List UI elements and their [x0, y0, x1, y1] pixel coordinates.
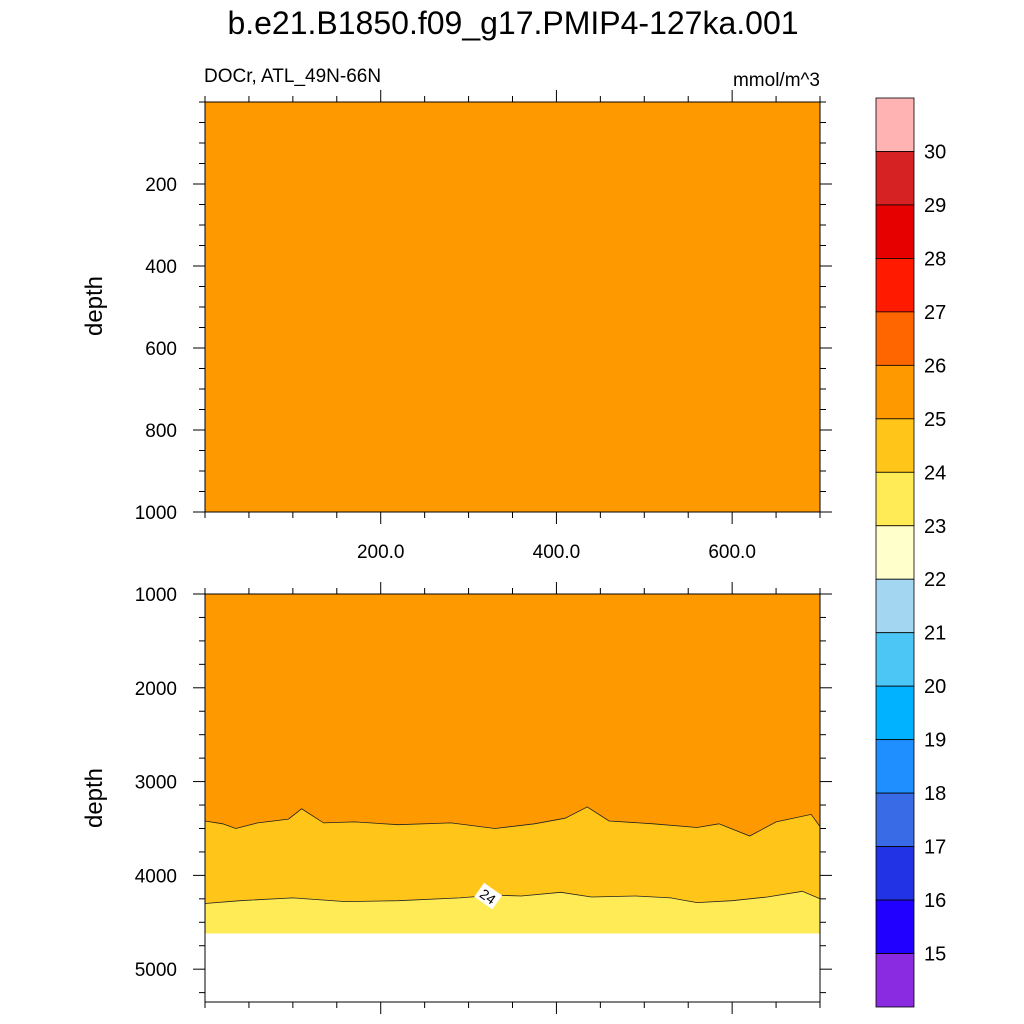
colorbar-swatch [875, 953, 915, 1008]
y-tick-label: 1000 [135, 503, 177, 524]
y-tick-label: 3000 [135, 773, 177, 794]
colorbar-swatch [875, 846, 915, 901]
colorbar-tick-label: 30 [924, 141, 946, 163]
contour-line-25 [204, 806, 821, 837]
colorbar-swatch [875, 311, 915, 366]
colorbar-swatch [875, 578, 915, 634]
colorbar-tick-label: 20 [924, 676, 946, 698]
contour-line-24 [204, 890, 821, 904]
colorbar-swatch [875, 792, 915, 847]
fill-band-25-26 [205, 594, 820, 836]
x-tick-label: 600.0 [708, 542, 756, 563]
colorbar: 30 29 28 27 26 25 24 23 22 21 20 19 18 17 16 15 [875, 97, 946, 1008]
y-tick-label: 600 [145, 339, 177, 360]
colorbar-swatch [875, 204, 915, 259]
y-axis-label: depth [81, 768, 108, 828]
x-tick-label: 400.0 [533, 542, 581, 563]
colorbar-swatch [875, 739, 915, 794]
deep-ocean-panel: 24 1000 2000 3000 4000 5000 depth [81, 582, 832, 1014]
fill-band-25-26 [205, 102, 820, 512]
colorbar-swatch [875, 632, 915, 687]
colorbar-tick-label: 28 [924, 248, 946, 270]
colorbar-tick-label: 26 [924, 355, 946, 377]
colorbar-tick-label: 18 [924, 783, 946, 805]
left-subtitle: DOCr, ATL_49N-66N [204, 66, 381, 87]
figure-title: b.e21.B1850.f09_g17.PMIP4-127ka.001 [227, 5, 798, 41]
colorbar-tick-label: 22 [924, 569, 946, 591]
colorbar-tick-label: 19 [924, 730, 946, 752]
y-tick-label: 200 [145, 175, 177, 196]
y-tick-label: 4000 [135, 866, 177, 887]
colorbar-tick-label: 17 [924, 837, 946, 859]
colorbar-tick-label: 27 [924, 302, 946, 324]
colorbar-tick-label: 25 [924, 409, 946, 431]
colorbar-swatch [875, 258, 915, 313]
colorbar-swatch [875, 899, 915, 954]
colorbar-swatch [875, 685, 915, 741]
y-tick-label: 1000 [135, 585, 177, 606]
x-tick-label: 200.0 [357, 542, 405, 563]
colorbar-swatch [875, 151, 915, 206]
colorbar-tick-label: 24 [924, 462, 946, 484]
colorbar-swatch [875, 525, 915, 580]
contour-label-box [474, 882, 503, 910]
upper-ocean-panel: 200 400 600 800 1000 200.0 400.0 600.0 depth [81, 90, 832, 563]
colorbar-swatch [875, 364, 915, 420]
colorbar-swatch [875, 418, 915, 473]
y-tick-label: 400 [145, 257, 177, 278]
y-tick-label: 800 [145, 421, 177, 442]
colorbar-tick-label: 23 [924, 516, 946, 538]
colorbar-swatch [875, 97, 915, 152]
no-data-region [205, 933, 820, 1002]
y-axis-label: depth [81, 276, 108, 336]
units-label: mmol/m^3 [733, 70, 820, 91]
colorbar-swatch [875, 471, 915, 527]
colorbar-tick-label: 15 [924, 944, 946, 966]
y-tick-label: 2000 [135, 679, 177, 700]
colorbar-tick-label: 29 [924, 195, 946, 217]
contour-label-group: 24 [474, 882, 503, 910]
colorbar-tick-label: 21 [924, 623, 946, 645]
colorbar-tick-label: 16 [924, 890, 946, 912]
y-tick-label: 5000 [135, 960, 177, 981]
